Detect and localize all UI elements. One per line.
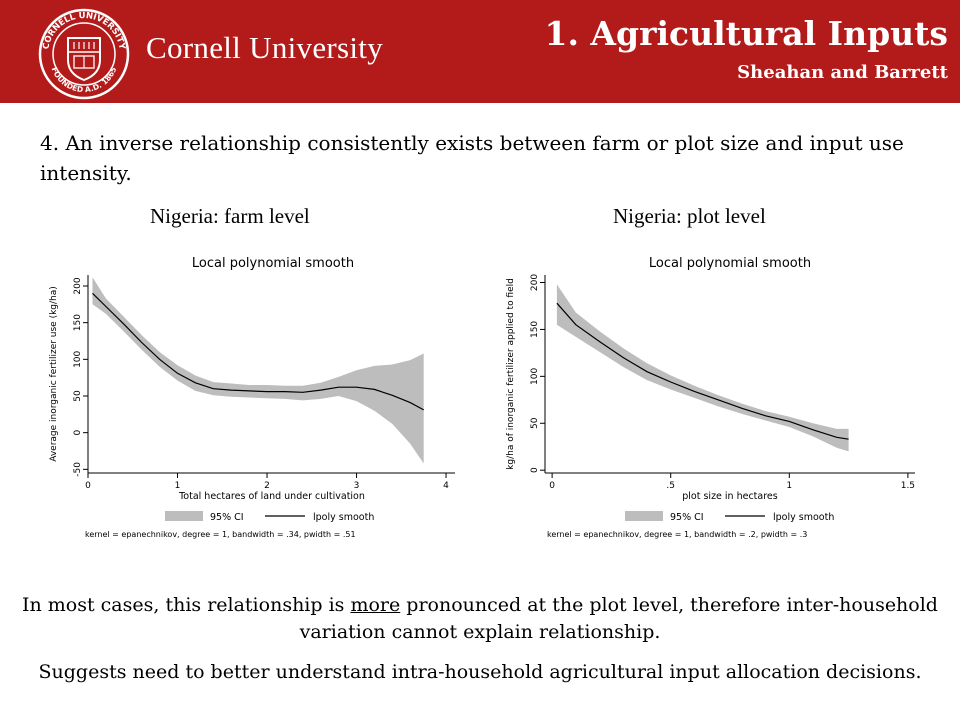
- x-axis-label: plot size in hectares: [682, 491, 778, 502]
- x-tick-label: 0: [549, 481, 555, 491]
- y-tick-label: 200: [530, 274, 540, 291]
- x-tick-label: 3: [354, 481, 360, 491]
- panel-title-plot-level: Nigeria: plot level: [613, 204, 766, 228]
- y-tick-label: 50: [530, 417, 540, 429]
- lpoly-smooth-line: [556, 302, 849, 440]
- y-axis-label: kg/ha of inorganic fertilizer applied to…: [506, 278, 516, 470]
- cornell-seal-logo: CORNELL UNIVERSITY FOUNDED A.D. 1865: [38, 8, 130, 100]
- chart-note: kernel = epanechnikov, degree = 1, bandw…: [85, 530, 356, 539]
- legend-ci-swatch: [625, 511, 663, 521]
- x-tick-label: 1: [175, 481, 181, 491]
- y-tick-label: 200: [73, 277, 83, 294]
- y-tick-label: 150: [73, 314, 83, 331]
- legend-line-label: lpoly smooth: [313, 512, 374, 523]
- key-point-text: 4. An inverse relationship consistently …: [40, 131, 904, 185]
- x-tick-label: 1.5: [901, 481, 915, 491]
- x-tick-label: .5: [666, 481, 675, 491]
- y-axis-label: Average inorganic fertilizer use (kg/ha): [49, 286, 59, 462]
- y-tick-label: 100: [530, 367, 540, 384]
- y-tick-label: -50: [73, 462, 83, 477]
- x-tick-label: 4: [443, 481, 449, 491]
- footer-note-1: In most cases, this relationship is more…: [20, 592, 940, 646]
- university-name: Cornell University: [146, 30, 384, 65]
- x-tick-label: 2: [264, 481, 270, 491]
- footer-note-1-end: pronounced at the plot level, therefore …: [299, 594, 938, 643]
- y-tick-label: 0: [73, 430, 83, 436]
- x-tick-label: 0: [85, 481, 91, 491]
- y-tick-label: 0: [530, 467, 540, 473]
- slide-subtitle: Sheahan and Barrett: [737, 62, 948, 83]
- legend-line-label: lpoly smooth: [773, 512, 834, 523]
- y-tick-label: 100: [73, 350, 83, 367]
- legend-ci-label: 95% CI: [210, 512, 244, 523]
- chart-plot-level: Local polynomial smooth 0 50 100 150 200 0 .5 1 1…: [506, 256, 915, 539]
- ci-band: [92, 277, 424, 464]
- chart-title: Local polynomial smooth: [192, 256, 354, 271]
- chart-note: kernel = epanechnikov, degree = 1, bandw…: [547, 530, 807, 539]
- chart-title: Local polynomial smooth: [649, 256, 811, 271]
- legend-ci-swatch: [165, 511, 203, 521]
- x-tick-label: 1: [786, 481, 792, 491]
- footer-note-1-start: In most cases, this relationship is: [22, 594, 351, 616]
- footer-note-1-emphasis: more: [350, 594, 401, 616]
- y-tick-label: 50: [73, 390, 83, 402]
- y-tick-label: 150: [530, 321, 540, 338]
- header-banner: CORNELL UNIVERSITY FOUNDED A.D. 1865 Cor…: [0, 0, 960, 103]
- ci-band: [556, 284, 849, 452]
- footer-note-2: Suggests need to better understand intra…: [38, 661, 922, 683]
- x-axis-label: Total hectares of land under cultivation: [178, 491, 365, 502]
- lpoly-smooth-line: [92, 292, 424, 411]
- legend-ci-label: 95% CI: [670, 512, 704, 523]
- panel-title-farm-level: Nigeria: farm level: [150, 204, 310, 228]
- slide-title: 1. Agricultural Inputs: [544, 14, 948, 53]
